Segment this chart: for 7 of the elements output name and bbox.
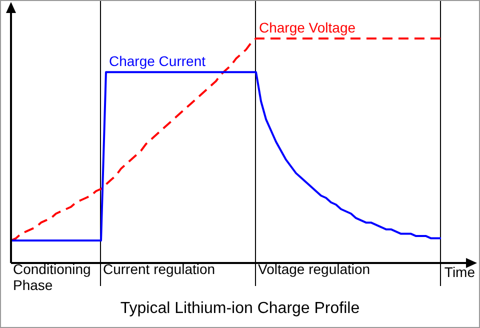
annotation: Voltage regulation [258, 261, 372, 277]
series-label: Charge Current [109, 52, 206, 69]
annotation: Conditioning Phase [13, 261, 92, 293]
series-label: Charge Voltage [259, 19, 356, 36]
x-axis-title: Time [444, 264, 475, 280]
annotation: Current regulation [103, 261, 216, 277]
text: Typical Lithium-ion Charge Profile [119, 299, 361, 319]
